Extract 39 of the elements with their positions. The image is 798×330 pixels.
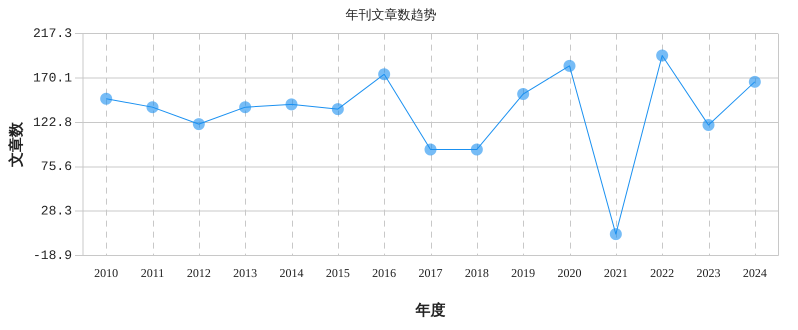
point bbox=[239, 101, 252, 114]
x-tick-label: 2010 bbox=[94, 266, 118, 280]
y-tick-label: -18.9 bbox=[32, 248, 72, 264]
chart-title: 年刊文章数趋势 bbox=[346, 7, 436, 22]
point bbox=[702, 119, 714, 132]
x-tick-label: 2017 bbox=[418, 266, 443, 280]
point bbox=[610, 228, 622, 240]
point bbox=[424, 143, 437, 156]
y-tick-label: 122.8 bbox=[32, 114, 72, 130]
y-tick-label: 75.6 bbox=[40, 159, 72, 174]
x-tick-label: 2024 bbox=[742, 266, 767, 280]
x-tick-label: 2023 bbox=[696, 266, 720, 280]
x-tick-label: 2013 bbox=[233, 266, 258, 280]
x-tick-label: 2019 bbox=[511, 266, 536, 280]
point bbox=[517, 88, 530, 100]
x-tick-label: 2022 bbox=[650, 266, 674, 280]
x-tick-label: 2018 bbox=[464, 266, 489, 280]
point bbox=[470, 143, 483, 156]
x-tick-label: 2014 bbox=[280, 266, 304, 280]
y-tick-label: 217.3 bbox=[32, 26, 72, 42]
point bbox=[146, 101, 159, 114]
point bbox=[192, 118, 205, 130]
x-tick-label: 2012 bbox=[186, 266, 211, 280]
point bbox=[100, 92, 112, 105]
x-tick-label: 2020 bbox=[558, 266, 582, 280]
x-tick-label: 2011 bbox=[140, 266, 164, 280]
point bbox=[332, 103, 344, 116]
y-axis-title: 文章数 bbox=[6, 121, 25, 168]
x-tick-label: 2015 bbox=[326, 266, 350, 280]
x-tick-label: 2016 bbox=[372, 266, 396, 280]
point bbox=[286, 98, 298, 110]
point bbox=[564, 60, 576, 72]
x-tick-label: 2021 bbox=[604, 266, 628, 280]
point bbox=[656, 50, 668, 62]
point bbox=[378, 68, 390, 80]
x-axis-title: 年度 bbox=[414, 300, 446, 319]
y-tick-label: 28.3 bbox=[40, 204, 72, 219]
y-tick-label: 170.1 bbox=[32, 70, 72, 86]
point bbox=[748, 76, 761, 88]
